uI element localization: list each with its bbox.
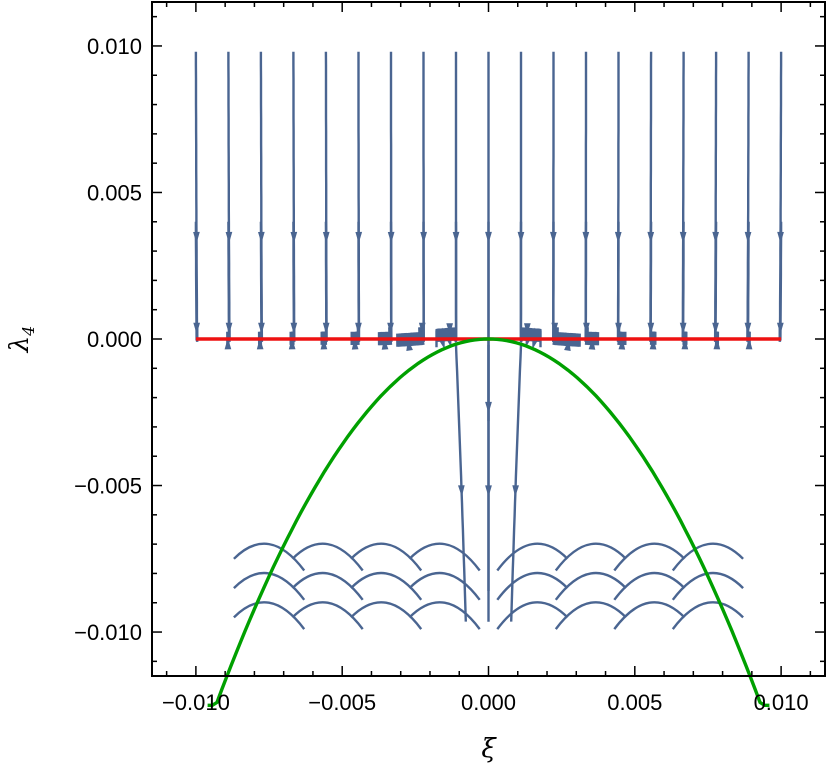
streamline-arrow (458, 485, 465, 497)
streamline-18 (388, 221, 393, 341)
y-tick-label: −0.010 (74, 620, 142, 645)
streamline-48 (714, 221, 718, 341)
y-axis-label: λ4 (5, 326, 38, 354)
x-tick-label: 0.010 (754, 690, 809, 715)
streamline-1 (194, 221, 199, 341)
streamlines (193, 51, 784, 630)
streamline-23 (435, 51, 458, 350)
streamline-15 (356, 221, 360, 341)
streamline-arrow (712, 322, 719, 335)
streamline-arrow (256, 337, 264, 350)
streamline-30 (519, 221, 542, 342)
streamline-arrow (583, 322, 590, 335)
curves (195, 337, 782, 707)
x-axis-label: ξ (481, 734, 497, 764)
streamline-33 (552, 221, 559, 341)
streamline-arrow (512, 485, 519, 497)
streamline-57 (233, 542, 306, 572)
streamline-60 (291, 542, 364, 572)
y-tick-label: 0.000 (87, 327, 142, 352)
green-parabola-curve (207, 337, 770, 707)
streamline-6 (259, 221, 263, 341)
streamline-arrow (290, 322, 298, 335)
streamline-arrow (744, 322, 752, 335)
y-tick-label: −0.005 (74, 474, 142, 499)
streamline-arrow (649, 337, 657, 350)
y-tick-labels: −0.010 −0.005 0.000 0.005 0.010 (74, 34, 142, 645)
streamline-51 (746, 221, 750, 341)
streamline-3 (227, 221, 231, 341)
streamline-74 (613, 571, 686, 601)
streamline-63 (350, 542, 423, 572)
streamline-29 (519, 51, 542, 350)
streamline-arrow (258, 322, 265, 335)
streamline-arrow (564, 339, 571, 351)
streamline-24 (435, 221, 458, 342)
streamline-58 (291, 601, 364, 630)
streamline-arrow (387, 322, 394, 335)
streamline-55 (233, 601, 306, 630)
streamline-25 (454, 344, 467, 622)
streamline-arrow (588, 338, 596, 350)
y-tick-label: 0.010 (87, 34, 142, 59)
streamline-arrow (618, 337, 626, 350)
streamline-arrow (745, 337, 753, 350)
streamline-arrow (485, 485, 492, 497)
streamline-45 (681, 221, 685, 341)
streamline-71 (554, 571, 627, 601)
x-tick-label: 0.000 (461, 690, 516, 715)
streamline-arrow (225, 322, 233, 335)
streamline-78 (671, 542, 744, 572)
streamline-62 (350, 571, 423, 601)
streamline-arrow (320, 337, 328, 350)
streamline-54 (778, 221, 783, 341)
streamline-39 (617, 221, 621, 341)
streamline-arrow (551, 322, 559, 335)
streamline-arrow (647, 322, 655, 335)
streamline-arrow (351, 337, 359, 350)
streamline-59 (291, 571, 364, 601)
streamline-arrow (406, 339, 413, 351)
streamline-68 (496, 571, 569, 601)
streamline-65 (408, 571, 481, 601)
streamline-arrow (679, 322, 687, 335)
y-tick-label: 0.005 (87, 180, 142, 205)
streamline-arrow (224, 337, 232, 350)
streamline-21 (418, 221, 425, 341)
streamline-9 (292, 221, 296, 341)
streamline-67 (496, 601, 569, 630)
x-tick-label: −0.010 (162, 690, 230, 715)
streamline-61 (350, 601, 423, 630)
streamline-76 (671, 601, 744, 630)
streamline-arrow (713, 337, 721, 350)
x-tick-labels: −0.010 −0.005 0.000 0.005 0.010 (162, 690, 809, 715)
streamline-arrow (418, 322, 426, 335)
streamline-arrow (524, 323, 531, 335)
streamline-70 (554, 601, 627, 630)
streamline-73 (613, 601, 686, 630)
streamline-36 (584, 221, 589, 341)
streamline-31 (510, 344, 523, 622)
streamline-arrow (193, 322, 200, 335)
streamline-72 (554, 542, 627, 572)
streamline-arrow (615, 322, 622, 335)
axis-ticks (152, 2, 825, 676)
y-axis-label-subscript: 4 (19, 326, 38, 337)
y-axis-label-main: λ (5, 336, 35, 353)
streamline-arrow (381, 338, 389, 350)
streamline-75 (613, 542, 686, 572)
streamline-66 (408, 542, 481, 572)
x-tick-label: −0.005 (308, 690, 376, 715)
streamline-arrow (446, 323, 453, 335)
streamline-arrow (322, 322, 330, 335)
streamline-arrow (288, 337, 296, 350)
streamline-arrow (681, 337, 689, 350)
x-tick-label: 0.005 (607, 690, 662, 715)
streamline-64 (408, 601, 481, 630)
streamline-69 (496, 542, 569, 572)
streamline-arrow (355, 322, 362, 335)
streamline-arrow (777, 322, 784, 335)
